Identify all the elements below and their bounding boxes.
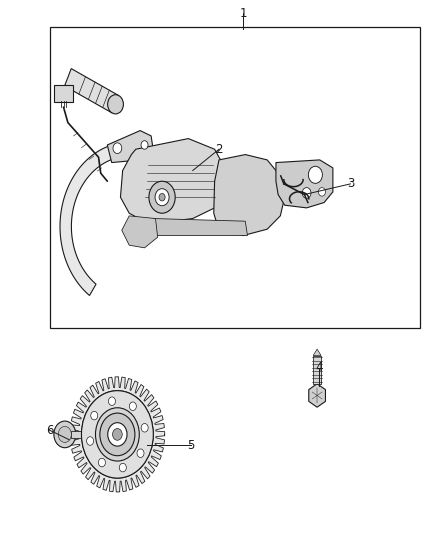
Text: 2: 2	[215, 143, 223, 156]
Polygon shape	[64, 69, 119, 113]
Circle shape	[87, 437, 94, 445]
Text: 1: 1	[239, 7, 247, 20]
Circle shape	[129, 402, 136, 410]
Polygon shape	[313, 349, 321, 356]
Circle shape	[159, 193, 165, 201]
Circle shape	[302, 188, 311, 198]
Polygon shape	[107, 131, 153, 163]
Polygon shape	[147, 219, 247, 236]
Circle shape	[99, 458, 106, 467]
Polygon shape	[60, 142, 180, 295]
Circle shape	[141, 424, 148, 432]
Circle shape	[58, 426, 71, 442]
Circle shape	[54, 421, 76, 448]
Bar	[313, 356, 321, 384]
Circle shape	[81, 391, 153, 478]
Polygon shape	[120, 139, 223, 224]
Text: 4: 4	[315, 361, 323, 374]
Circle shape	[91, 411, 98, 420]
Circle shape	[81, 391, 153, 478]
FancyBboxPatch shape	[54, 85, 73, 102]
Circle shape	[108, 95, 124, 114]
Circle shape	[95, 408, 139, 461]
Circle shape	[141, 141, 148, 149]
Polygon shape	[309, 384, 325, 407]
Polygon shape	[276, 160, 333, 208]
Text: 3: 3	[347, 177, 354, 190]
Text: 5: 5	[187, 439, 194, 451]
Polygon shape	[70, 377, 165, 492]
Circle shape	[155, 189, 169, 206]
Text: 6: 6	[46, 424, 53, 437]
Polygon shape	[214, 155, 285, 236]
Circle shape	[137, 449, 144, 457]
Circle shape	[149, 181, 175, 213]
Polygon shape	[122, 216, 158, 248]
Circle shape	[119, 463, 126, 472]
Circle shape	[109, 397, 116, 406]
Circle shape	[113, 143, 122, 154]
Circle shape	[100, 413, 135, 456]
Circle shape	[318, 188, 325, 196]
Bar	[50, 27, 420, 328]
FancyBboxPatch shape	[71, 431, 89, 438]
Circle shape	[108, 423, 127, 446]
Circle shape	[308, 166, 322, 183]
Circle shape	[113, 429, 122, 440]
